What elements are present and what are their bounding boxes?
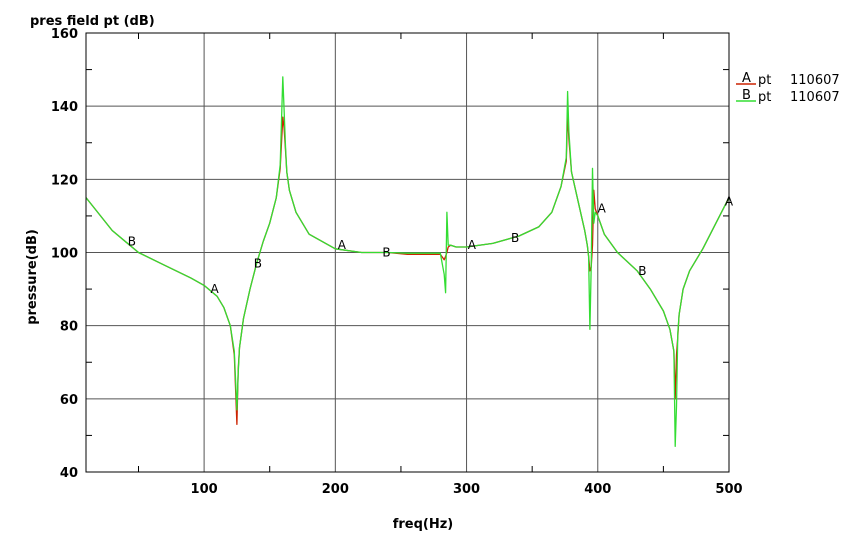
y-tick-label: 60 [60, 393, 78, 408]
y-tick-label: 40 [60, 466, 78, 481]
legend-series-id: 110607 [790, 90, 840, 105]
series-marker-b: B [511, 231, 519, 245]
grid-lines [86, 33, 730, 472]
series-marker-a: A [338, 238, 347, 252]
series-markers: B A B A B A B A B A [128, 194, 734, 296]
series-line-b [85, 76, 730, 448]
series-marker-a: A [725, 194, 734, 208]
y-tick-label: 100 [51, 247, 78, 262]
series-marker-b: B [638, 264, 646, 278]
series-marker-a: A [210, 282, 219, 296]
x-tick-label: 100 [191, 482, 218, 497]
x-axis-title: freq(Hz) [393, 517, 454, 532]
x-tick-label: 300 [453, 482, 480, 497]
y-tick-label: 80 [60, 320, 78, 335]
tick-marks [86, 33, 729, 472]
plot-frame [85, 32, 730, 473]
y-tick-label: 120 [51, 173, 78, 188]
legend-marker: B [742, 88, 751, 103]
series-marker-b: B [382, 246, 390, 260]
legend-series-id: 110607 [790, 73, 840, 88]
legend-series-name: pt [758, 90, 771, 105]
series-marker-a: A [468, 238, 477, 252]
y-tick-labels: 40 60 80 100 120 140 160 [51, 27, 78, 481]
legend-marker: A [742, 71, 751, 86]
series-marker-a: A [598, 202, 607, 216]
x-tick-label: 200 [322, 482, 349, 497]
legend-series-name: pt [758, 73, 771, 88]
series-line-a [85, 112, 730, 426]
x-tick-label: 400 [584, 482, 611, 497]
y-tick-label: 140 [51, 100, 78, 115]
series-lines [85, 76, 730, 448]
series-marker-b: B [128, 235, 136, 249]
series-marker-b: B [254, 256, 262, 270]
y-tick-label: 160 [51, 27, 78, 42]
y-axis-title: pressure(dB) [25, 229, 40, 325]
x-tick-label: 500 [715, 482, 742, 497]
chart-title: pres field pt (dB) [30, 14, 155, 29]
x-tick-labels: 100 200 300 400 500 [191, 482, 743, 497]
